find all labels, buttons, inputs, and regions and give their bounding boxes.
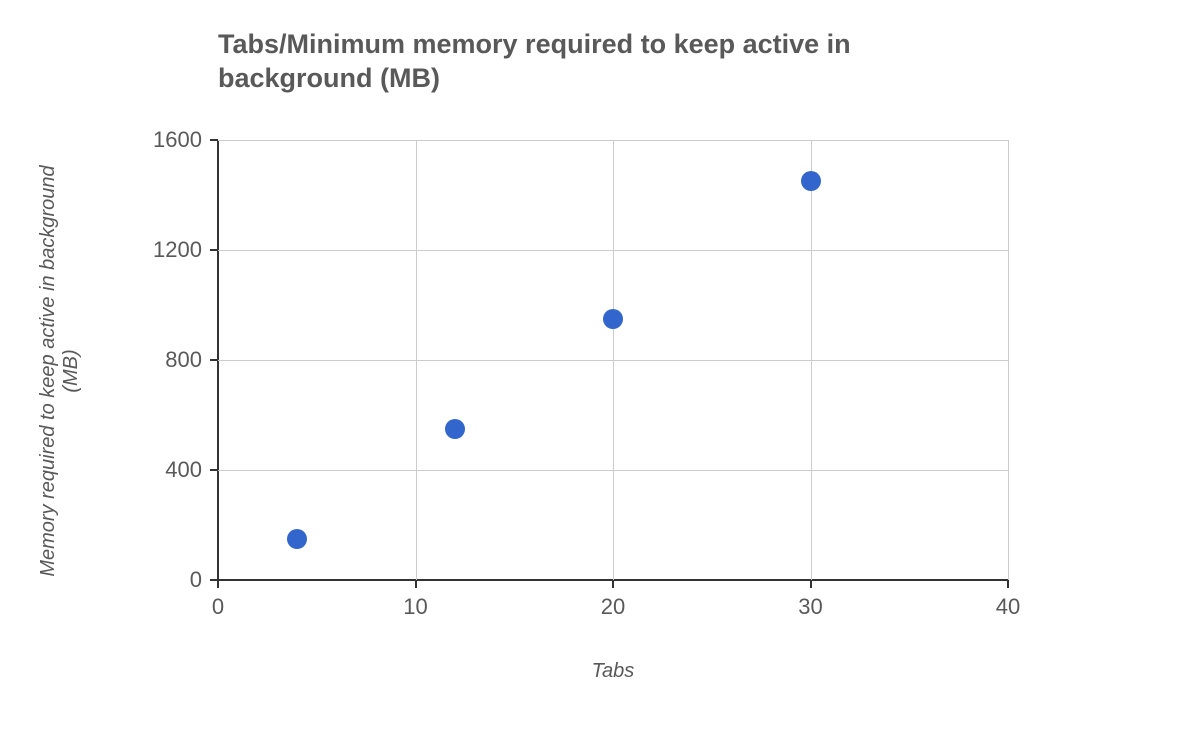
x-tick-label: 30 — [798, 594, 822, 620]
x-axis-label: Tabs — [513, 660, 713, 683]
x-tick — [217, 580, 219, 588]
gridline-vertical — [1008, 140, 1009, 580]
x-tick-label: 40 — [996, 594, 1020, 620]
y-tick-label: 800 — [142, 347, 202, 373]
y-tick — [210, 579, 218, 581]
y-tick-label: 1600 — [142, 127, 202, 153]
x-tick — [415, 580, 417, 588]
y-tick — [210, 249, 218, 251]
gridline-horizontal — [218, 470, 1008, 471]
chart-container: Tabs/Minimum memory required to keep act… — [0, 0, 1192, 732]
data-point — [445, 419, 465, 439]
gridline-horizontal — [218, 250, 1008, 251]
y-axis-label: Memory required to keep active in backgr… — [37, 151, 83, 591]
x-tick-label: 10 — [403, 594, 427, 620]
y-tick-label: 0 — [142, 567, 202, 593]
x-tick — [1007, 580, 1009, 588]
data-point — [801, 171, 821, 191]
y-tick-label: 400 — [142, 457, 202, 483]
x-tick — [612, 580, 614, 588]
x-tick — [810, 580, 812, 588]
data-point — [287, 529, 307, 549]
y-tick — [210, 139, 218, 141]
x-tick-label: 0 — [212, 594, 224, 620]
y-tick — [210, 359, 218, 361]
y-tick — [210, 469, 218, 471]
x-tick-label: 20 — [601, 594, 625, 620]
plot-area — [218, 140, 1008, 580]
gridline-horizontal — [218, 360, 1008, 361]
y-tick-label: 1200 — [142, 237, 202, 263]
chart-title: Tabs/Minimum memory required to keep act… — [218, 28, 978, 96]
data-point — [603, 309, 623, 329]
gridline-horizontal — [218, 140, 1008, 141]
